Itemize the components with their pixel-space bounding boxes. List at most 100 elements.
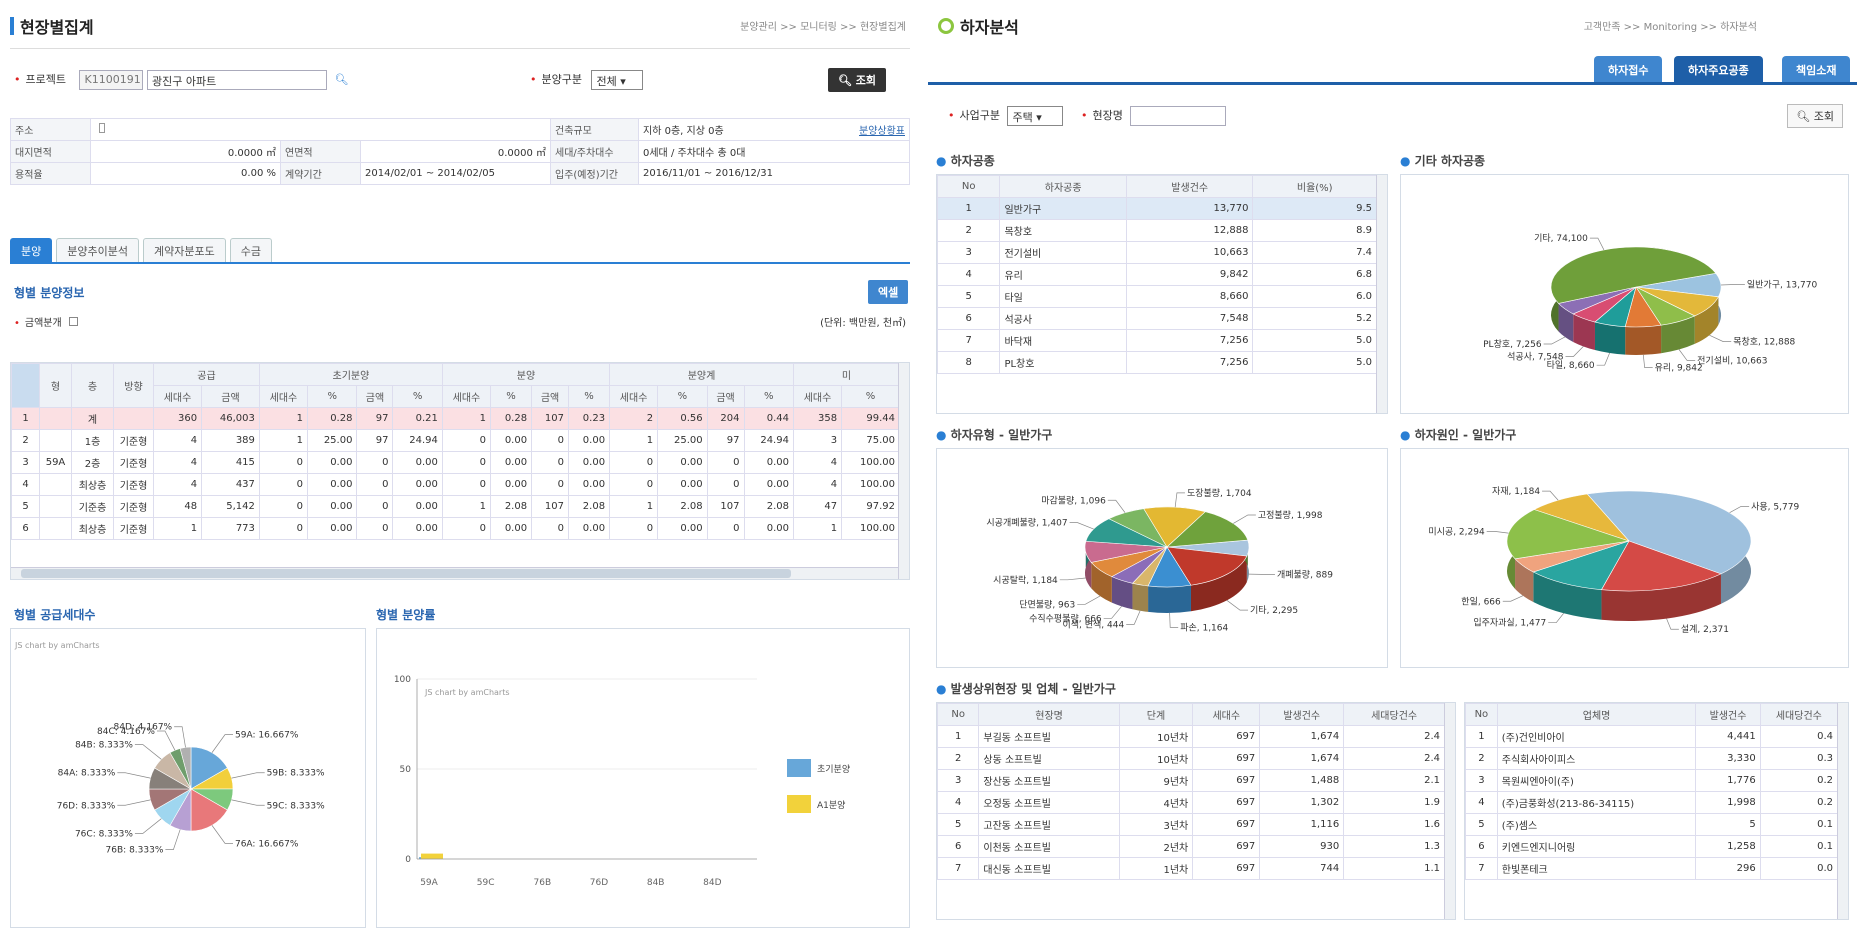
table-row[interactable]: 7 한빛폰테크 296 0.0	[1465, 857, 1839, 880]
type-select[interactable]: 전체 ▾	[591, 70, 644, 90]
tab-underline	[10, 262, 910, 264]
cause-slice-사용[interactable]	[1586, 490, 1752, 575]
grid-cell: 107	[531, 407, 569, 430]
grid-subhead-2: 세대수	[258, 385, 309, 408]
tab-trend[interactable]: 분양추이분석	[56, 238, 139, 263]
site-cell: 1.9	[1343, 791, 1445, 814]
cause-slice-미시공[interactable]	[1506, 509, 1630, 560]
site-cell: 상동 소프트빌	[978, 747, 1120, 770]
site-table-scroll[interactable]	[1444, 703, 1455, 919]
grid-cell: 0	[356, 495, 394, 518]
tab-responsibility[interactable]: 책임소재	[1782, 56, 1851, 84]
table-row[interactable]: 6 석공사 7,548 5.2	[937, 307, 1377, 330]
scale-link[interactable]: 분양상황표	[859, 126, 905, 137]
table-row[interactable]: 7 바닥재 7,256 5.0	[937, 329, 1377, 352]
table-row[interactable]: 1 일반가구 13,770 9.5	[937, 197, 1377, 220]
vendor-cell: 3,330	[1695, 747, 1761, 770]
table-row[interactable]: 8 PL창호 7,256 5.0	[937, 351, 1377, 374]
grid-cell: 최상층	[71, 517, 114, 540]
table-row[interactable]: 1 (주)건인비아이 4,441 0.4	[1465, 725, 1839, 748]
type-slice-기타[interactable]	[1166, 546, 1248, 586]
grid-hscroll[interactable]	[11, 567, 898, 579]
site-input[interactable]	[1130, 106, 1227, 126]
defect-cell: 유리	[999, 263, 1127, 286]
tab-sales[interactable]: 분양	[10, 238, 53, 263]
site-cell: 744	[1259, 857, 1345, 880]
site-cell: 고잔동 소프트빌	[978, 813, 1120, 836]
type-label-line	[1169, 612, 1179, 628]
table-row[interactable]: 6 이천동 소프트빌 2년차 697 930 1.3	[937, 835, 1445, 858]
table-row[interactable]: 4 (주)금풍화성(213-86-34115) 1,998 0.2	[1465, 791, 1839, 814]
table-row[interactable]: 4 유리 9,842 6.8	[937, 263, 1377, 286]
supply-slice-76A[interactable]	[190, 788, 228, 832]
grid-cell: 100.00	[841, 451, 900, 474]
defect-table-scroll[interactable]	[1376, 175, 1387, 413]
bar-A1분양-59A[interactable]	[421, 853, 443, 859]
addr-checkbox[interactable]	[99, 123, 105, 133]
table-row[interactable]: 1 계 360 46,003 1 0.28 97 0.21 1 0.28 107 0.23 2 0.56 2…	[11, 407, 900, 430]
table-row[interactable]: 3 장산동 소프트빌 9년차 697 1,488 2.1	[937, 769, 1445, 792]
grid-cell: 46,003	[201, 407, 260, 430]
tab-distribution[interactable]: 계약자분포도	[142, 238, 226, 263]
tab-collection[interactable]: 수금	[229, 238, 272, 263]
grid-cell: 0.00	[392, 517, 443, 540]
table-row[interactable]: 7 대신동 소프트빌 1년차 697 744 1.1	[937, 857, 1445, 880]
grid-cell: 360	[152, 407, 203, 430]
type-slice-도장불량[interactable]	[1143, 506, 1206, 548]
supply-slice-label: 76D: 8.333%	[57, 801, 116, 811]
table-row[interactable]: 3 전기설비 10,663 7.4	[937, 241, 1377, 264]
site-cell: 1.3	[1343, 835, 1445, 858]
table-row[interactable]: 2 주식회사아이피스 3,330 0.3	[1465, 747, 1839, 770]
project-code-input[interactable]: K1100191	[79, 70, 144, 90]
grid-cell: 0	[531, 517, 569, 540]
type-label-line	[1107, 499, 1126, 513]
cause-slice-자재[interactable]	[1533, 493, 1630, 542]
type-slice-고정불량[interactable]	[1166, 511, 1249, 548]
table-row[interactable]: 5 기준층 기준형 48 5,142 0 0.00 0 0.00 1 2.08 107 2.08 1 2.0…	[11, 495, 900, 518]
grid-vscroll[interactable]	[898, 363, 909, 579]
tab-defect-major[interactable]: 하자주요공종	[1674, 56, 1763, 84]
search-button[interactable]: 🔍︎ 조회	[828, 68, 887, 92]
excel-button[interactable]: 엑셀	[868, 280, 909, 304]
table-row[interactable]: 1 부길동 소프트빌 10년차 697 1,674 2.4	[937, 725, 1445, 748]
table-row[interactable]: 4 오정동 소프트빌 4년차 697 1,302 1.9	[937, 791, 1445, 814]
other-slice-side	[1694, 296, 1719, 344]
tab-defect-receipt[interactable]: 하자접수	[1594, 56, 1663, 84]
vendor-cell: 1,998	[1695, 791, 1761, 814]
supply-slice-59A[interactable]	[190, 746, 228, 790]
amount-sep-checkbox[interactable]	[68, 317, 78, 326]
table-row[interactable]: 5 (주)셈스 5 0.1	[1465, 813, 1839, 836]
grid-hscroll-thumb[interactable]	[21, 569, 791, 578]
project-name-input[interactable]: 광진구 아파트	[146, 70, 327, 90]
move-value: 2016/11/01 ~ 2016/12/31	[638, 162, 910, 185]
biz-select[interactable]: 주택 ▾	[1007, 106, 1064, 126]
cause-slice-설계[interactable]	[1600, 540, 1722, 592]
supply-label-line	[156, 730, 176, 751]
grid-cell: 2층	[71, 451, 114, 474]
search-icon[interactable]: 🔍︎	[334, 73, 349, 86]
grid-cell: 0.00	[306, 451, 358, 474]
table-row[interactable]: 6 최상층 기준형 1 773 0 0.00 0 0.00 0 0.00 0 0.00 0 0.00 0 0.0…	[11, 517, 900, 540]
chart2-title: 형별 분양률	[376, 608, 436, 622]
site-cell: 1.6	[1343, 813, 1445, 836]
table-row[interactable]: 4 최상층 기준형 4 437 0 0.00 0 0.00 0 0.00 0 0.00 0 0.00 0 0.0…	[11, 473, 900, 496]
table-row[interactable]: 6 키엔드엔지니어링 1,258 0.1	[1465, 835, 1839, 858]
table-row[interactable]: 3 목원씨엔아이(주) 1,776 0.2	[1465, 769, 1839, 792]
right-search-button[interactable]: 🔍︎ 조회	[1787, 104, 1843, 128]
other-slice-label: 유리, 9,842	[1655, 363, 1703, 374]
table-row[interactable]: 2 상동 소프트빌 10년차 697 1,674 2.4	[937, 747, 1445, 770]
defect-head-0: No	[937, 175, 1001, 198]
table-row[interactable]: 2 목창호 12,888 8.9	[937, 219, 1377, 242]
grid-cell: 0.00	[567, 473, 611, 496]
table-row[interactable]: 5 고잔동 소프트빌 3년차 697 1,116 1.6	[937, 813, 1445, 836]
vendor-table-scroll[interactable]	[1837, 703, 1848, 919]
cause-slice-입주자과실[interactable]	[1532, 540, 1630, 591]
table-row[interactable]: 5 타일 8,660 6.0	[937, 285, 1377, 308]
grid-cell: 0.00	[567, 429, 611, 452]
table-row[interactable]: 3 59A 2층 기준형 4 415 0 0.00 0 0.00 0 0.00 0 0.00 0 0.00 0 0…	[11, 451, 900, 474]
units-value: 0세대 / 주차대수 총 0대	[638, 140, 910, 163]
sales-section-title: 형별 분양정보	[14, 286, 85, 300]
grid-cell: 358	[792, 407, 843, 430]
table-row[interactable]: 2 1층 기준형 4 389 1 25.00 97 24.94 0 0.00 0 0.00 1 25.00 9…	[11, 429, 900, 452]
right-filter: • 사업구분 주택 ▾ • 현장명	[948, 106, 1227, 126]
